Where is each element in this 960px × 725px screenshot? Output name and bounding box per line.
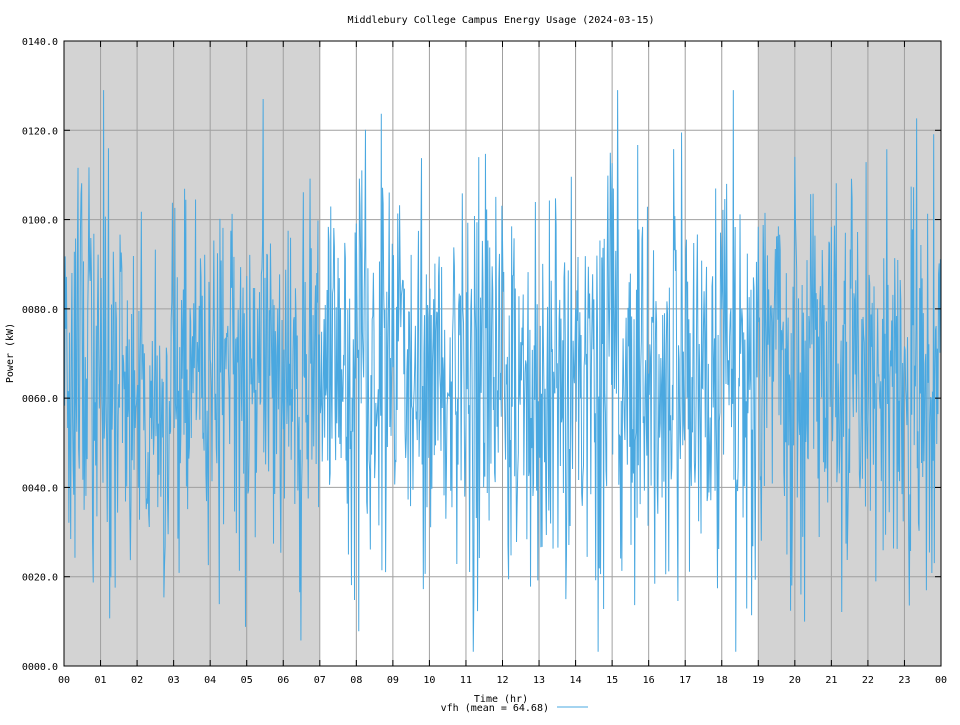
- y-tick-label: 0040.0: [22, 483, 58, 494]
- x-tick-label: 15: [606, 675, 618, 686]
- y-tick-label: 0060.0: [22, 394, 58, 405]
- x-tick-label: 00: [935, 675, 947, 686]
- y-tick-label: 0120.0: [22, 126, 58, 137]
- x-tick-label: 17: [679, 675, 691, 686]
- y-tick-label: 0000.0: [22, 662, 58, 673]
- legend-label: vfh (mean = 64.68): [441, 703, 549, 714]
- x-tick-label: 06: [277, 675, 289, 686]
- x-tick-label: 09: [387, 675, 399, 686]
- x-tick-label: 23: [898, 675, 910, 686]
- x-tick-label: 07: [314, 675, 326, 686]
- x-tick-label: 00: [58, 675, 70, 686]
- x-tick-label: 02: [131, 675, 143, 686]
- y-tick-label: 0080.0: [22, 305, 58, 316]
- x-tick-label: 21: [825, 675, 837, 686]
- y-tick-label: 0140.0: [22, 37, 58, 48]
- x-tick-label: 14: [570, 675, 582, 686]
- x-tick-label: 13: [533, 675, 545, 686]
- y-tick-label: 0100.0: [22, 216, 58, 227]
- x-tick-label: 16: [643, 675, 655, 686]
- tick-labels: 00 01 02 03 04 05 06 07 08 09 10 11 12 13 14 15 16 17 18 19…: [22, 37, 947, 686]
- x-tick-label: 22: [862, 675, 874, 686]
- x-tick-label: 05: [241, 675, 253, 686]
- x-axis-label: Time (hr): [474, 694, 528, 705]
- series-layer: [63, 90, 942, 652]
- y-axis-label: Power (kW): [5, 323, 16, 383]
- x-tick-label: 12: [496, 675, 508, 686]
- axes: [63, 40, 942, 667]
- y-tick-label: 0020.0: [22, 573, 58, 584]
- x-tick-label: 01: [95, 675, 107, 686]
- legend: vfh (mean = 64.68): [441, 703, 588, 714]
- x-tick-label: 08: [350, 675, 362, 686]
- x-tick-label: 19: [752, 675, 764, 686]
- x-tick-label: 18: [716, 675, 728, 686]
- x-tick-label: 11: [460, 675, 472, 686]
- x-tick-label: 20: [789, 675, 801, 686]
- series-line-vfh: [63, 90, 942, 652]
- x-tick-label: 10: [423, 675, 435, 686]
- chart-title: Middlebury College Campus Energy Usage (…: [347, 15, 654, 26]
- x-tick-label: 04: [204, 675, 216, 686]
- x-tick-label: 03: [168, 675, 180, 686]
